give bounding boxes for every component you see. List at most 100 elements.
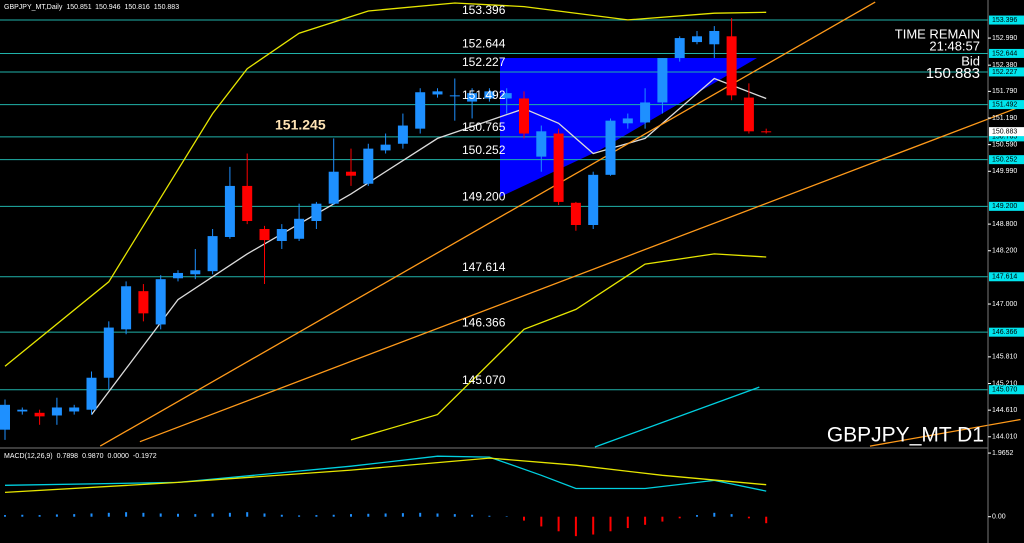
macd-histogram-bar: [159, 513, 162, 517]
symbol-label: GBPJPY_MT D1: [827, 424, 984, 447]
macd-histogram-bar: [453, 514, 456, 517]
candle-body: [674, 38, 685, 59]
candle-body: [484, 91, 495, 99]
macd-histogram-bar: [211, 513, 214, 517]
overlay-line: [4, 2, 767, 367]
candle-body: [449, 95, 460, 97]
candle-body: [138, 291, 149, 314]
level-axis-label: 149.200: [992, 203, 1017, 210]
level-axis-box: [989, 67, 1024, 77]
candle-body: [761, 131, 772, 133]
y-tick-label: 152.990: [992, 35, 1017, 42]
macd-header-value: 0.7898: [57, 453, 79, 460]
macd-histogram-bar: [592, 516, 595, 535]
level-axis-box: [989, 201, 1024, 211]
macd-histogram-bar: [419, 512, 422, 517]
candle-body: [588, 174, 599, 225]
candle-body: [501, 93, 512, 99]
candle-body: [346, 171, 356, 176]
y-tick-label: 148.800: [992, 221, 1017, 228]
level-label: 152.644: [462, 37, 506, 51]
level-axis-box: [989, 327, 1024, 337]
macd-header-value: 0.0000: [107, 453, 129, 460]
macd-histogram-bar: [384, 513, 387, 517]
candle-body: [34, 412, 45, 417]
level-axis-label: 150.765: [992, 134, 1017, 141]
macd-histogram-bar: [574, 516, 577, 537]
level-axis-box: [989, 132, 1024, 142]
macd-histogram-bar: [765, 516, 768, 524]
level-axis-box: [989, 385, 1024, 395]
candle-body: [415, 92, 426, 129]
chart-title: GBPJPY_MT,Daily: [4, 4, 63, 11]
bid: 150.883: [926, 65, 980, 82]
macd-histogram-bar: [332, 514, 335, 517]
macd-header-value: 0.9870: [82, 453, 104, 460]
candle-body: [259, 228, 270, 241]
candle-body: [207, 236, 218, 272]
macd-line: [4, 457, 767, 494]
y-tick-label: 148.200: [992, 248, 1017, 255]
candle-body: [51, 407, 62, 416]
level-axis-box: [989, 48, 1024, 58]
y-tick-label: 145.810: [992, 354, 1017, 361]
candle-body: [276, 228, 287, 241]
macd-histogram-bar: [488, 515, 491, 517]
macd-histogram-bar: [557, 516, 560, 532]
level-axis-label: 151.492: [992, 101, 1017, 108]
y-tick-label: 152.380: [992, 62, 1017, 69]
macd-histogram-bar: [436, 513, 439, 517]
macd-histogram-bar: [228, 512, 231, 517]
macd-histogram-bar: [505, 516, 508, 517]
candle-body: [190, 270, 201, 275]
y-tick-label: 145.210: [992, 380, 1017, 387]
macd-histogram-bar: [747, 516, 750, 519]
timer: 21:48:57: [929, 38, 980, 53]
level-axis-label: 147.614: [992, 274, 1017, 281]
macd-histogram-bar: [713, 512, 716, 517]
overlay-line: [139, 108, 1016, 443]
macd-histogram-bar: [367, 513, 370, 517]
macd-histogram-bar: [125, 512, 128, 517]
candle-body: [294, 218, 305, 239]
header-value: 150.946: [95, 4, 120, 11]
level-axis-label: 150.252: [992, 156, 1017, 163]
candle-body: [640, 102, 651, 123]
candle-body: [622, 118, 633, 124]
macd-histogram-bar: [263, 513, 266, 517]
level-axis-label: 145.070: [992, 387, 1017, 394]
candle-body: [155, 279, 166, 325]
level-label: 151.492: [462, 88, 506, 102]
level-axis-label: 146.366: [992, 329, 1017, 336]
macd-histogram-bar: [315, 515, 318, 517]
level-axis-label: 152.227: [992, 69, 1017, 76]
macd-histogram-bar: [644, 516, 647, 525]
macd-histogram-bar: [609, 516, 612, 532]
macd-header: MACD(12,26,9) 0.7898 0.9870 0.0000 -0.1972: [4, 453, 157, 460]
candle-body: [173, 272, 183, 279]
macd-histogram-bar: [523, 516, 525, 521]
macd-histogram-bar: [246, 512, 249, 517]
header-value: 150.851: [66, 4, 91, 11]
y-tick-label: 151.190: [992, 115, 1017, 122]
macd-histogram-bar: [90, 513, 93, 517]
y-tick-label: 150.590: [992, 141, 1017, 148]
candle-body: [743, 97, 754, 132]
header-value: 150.816: [124, 4, 149, 11]
level-axis-box: [989, 155, 1024, 165]
candle-body: [467, 93, 478, 102]
main-panel: [0, 1, 1021, 448]
candle-body: [242, 185, 253, 222]
macd-histogram-bar: [4, 515, 6, 517]
macd-histogram-bar: [177, 513, 179, 517]
bid-axis-box: [989, 127, 1024, 137]
level-axis-label: 153.396: [992, 17, 1017, 24]
macd-histogram-bar: [194, 514, 197, 517]
macd-histogram-bar: [678, 516, 681, 519]
macd-histogram-bar: [696, 515, 698, 517]
macd-header-value: -0.1972: [133, 453, 157, 460]
overlay-line: [99, 1, 876, 447]
candle-body: [553, 133, 564, 202]
